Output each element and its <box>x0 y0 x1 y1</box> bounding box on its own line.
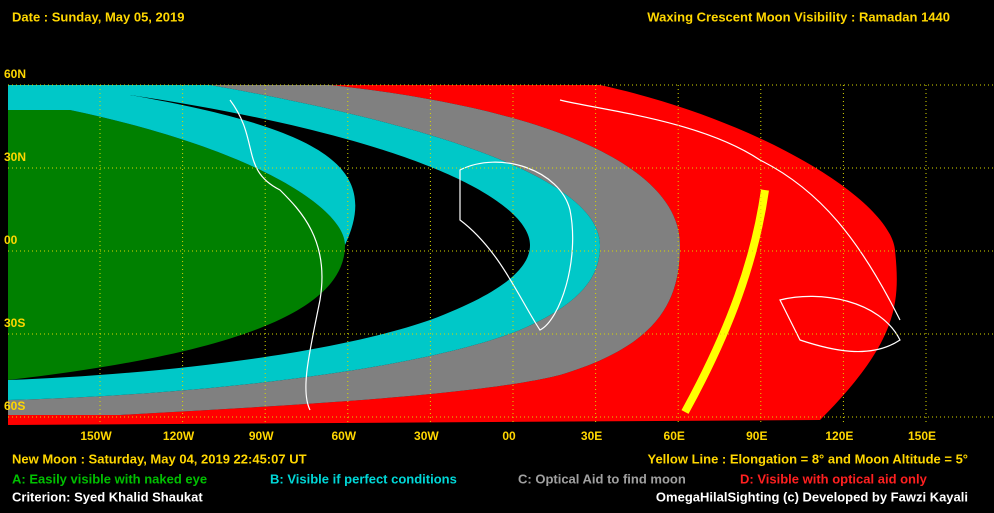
labels: 60N 30N 00 30S 60S 150W 120W 90W 60W 30W 00 30E 60E 9… <box>4 67 936 443</box>
latitude-label: 60S <box>4 399 25 413</box>
longitude-label: 00 <box>502 429 516 443</box>
longitude-label: 120W <box>163 429 195 443</box>
longitude-label: 30W <box>414 429 439 443</box>
latitude-label: 30N <box>4 150 26 164</box>
zone-b <box>8 85 600 400</box>
map-title: Waxing Crescent Moon Visibility : Ramada… <box>647 9 950 24</box>
longitude-label: 30E <box>581 429 602 443</box>
coastline <box>229 99 901 411</box>
new-moon: New Moon : Saturday, May 04, 2019 22:45:… <box>12 451 307 466</box>
latitude-label: 00 <box>4 233 18 247</box>
credit: OmegaHilalSighting (c) Developed by Fawz… <box>656 489 968 504</box>
legend-a: A: Easily visible with naked eye <box>12 471 207 486</box>
longitude-label: 150E <box>908 429 936 443</box>
latitude-label: 60N <box>4 67 26 81</box>
longitude-label: 120E <box>825 429 853 443</box>
date: Date : Sunday, May 05, 2019 <box>12 9 184 24</box>
zone-b-edge <box>8 95 356 245</box>
longitude-label: 150W <box>80 429 112 443</box>
yellow-line-note: Yellow Line : Elongation = 8° and Moon A… <box>648 451 969 466</box>
longitude-label: 60E <box>664 429 685 443</box>
criterion: Criterion: Syed Khalid Shaukat <box>12 489 203 504</box>
zone-d <box>8 85 897 425</box>
zone-a <box>8 110 345 380</box>
legend-b: B: Visible if perfect conditions <box>270 471 457 486</box>
legend-d: D: Visible with optical aid only <box>740 471 928 486</box>
graticule <box>8 84 994 425</box>
legend-c: C: Optical Aid to find moon <box>518 471 686 486</box>
longitude-label: 90E <box>746 429 767 443</box>
longitude-label: 60W <box>331 429 356 443</box>
longitude-label: 90W <box>249 429 274 443</box>
latitude-label: 30S <box>4 316 25 330</box>
yellow-line <box>681 189 769 414</box>
